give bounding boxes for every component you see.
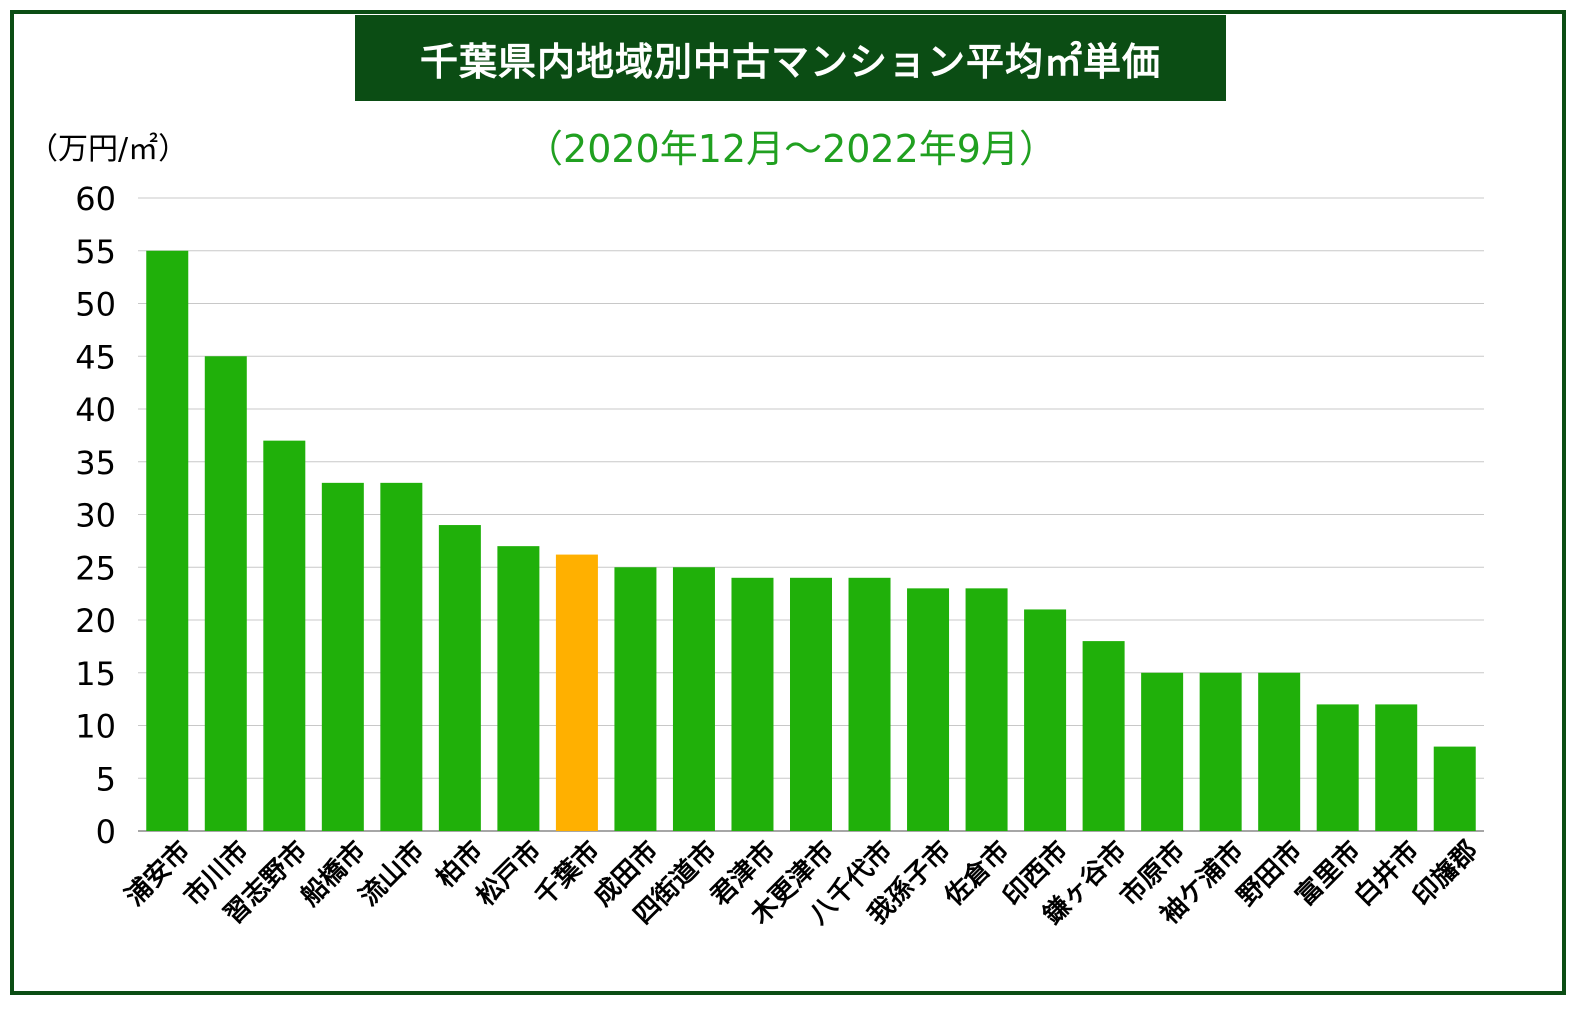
bar [672,567,715,831]
bar [204,356,247,831]
bar [907,588,950,831]
y-axis-unit-label: （万円/㎡） [28,132,189,167]
bar [1316,704,1359,831]
x-tick-label: 船橋市 [295,835,372,912]
y-tick-label: 60 [75,180,116,218]
x-tick-label: 野田市 [1231,835,1308,912]
x-tick-label: 松戸市 [470,835,547,912]
bar [321,482,364,831]
bar [1024,609,1067,831]
bar [1433,746,1476,831]
bar [263,440,306,831]
bar [1141,672,1184,831]
bar [965,588,1008,831]
y-tick-label: 35 [75,444,116,482]
y-tick-label: 5 [96,760,116,798]
bar [848,577,891,831]
bar [146,250,189,831]
bar [1258,672,1301,831]
bar [731,577,774,831]
bar [555,554,598,831]
y-tick-label: 45 [75,338,116,376]
bar [790,577,832,831]
chart-title: 千葉県内地域別中古マンション平均㎡単価 [355,15,1226,101]
bar [1375,704,1418,831]
y-tick-label: 10 [75,708,116,746]
chart-subtitle: （2020年12月～2022年9月） [525,127,1057,171]
y-tick-label: 15 [75,655,116,693]
bar [380,482,423,831]
x-tick-label: 佐倉市 [938,835,1016,913]
y-tick-label: 30 [75,497,116,535]
y-tick-label: 25 [75,549,116,587]
x-tick-label: 流山市 [353,835,430,912]
y-tick-label: 50 [75,286,116,324]
x-tick-label: 富里市 [1290,835,1367,912]
bar [1082,641,1125,831]
bar [1199,672,1242,831]
y-tick-label: 55 [75,233,116,271]
y-tick-label: 40 [75,391,116,429]
y-tick-label: 20 [75,602,116,640]
x-tick-label: 白井市 [1348,835,1425,912]
bar [614,567,657,831]
y-tick-label: 0 [96,813,116,851]
x-tick-label: 浦安市 [119,835,196,912]
bar [497,546,540,831]
bar [438,525,481,831]
x-tick-label: 印旛郡 [1407,835,1484,912]
x-tick-label: 千葉市 [529,835,606,912]
